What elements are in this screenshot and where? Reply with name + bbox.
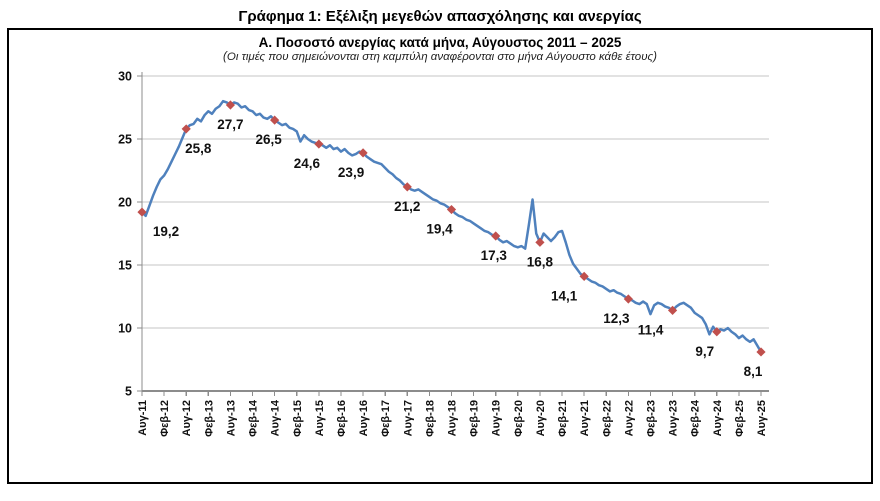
data-point-marker (270, 115, 280, 125)
data-point-label: 9,7 (695, 344, 714, 359)
x-axis-label: Αυγ-25 (756, 400, 768, 436)
data-point-marker (225, 100, 236, 110)
x-axis-label: Φεβ-13 (203, 400, 215, 437)
data-point-label: 27,7 (217, 117, 243, 132)
data-point-label: 24,6 (294, 156, 321, 171)
x-axis-label: Αυγ-20 (535, 400, 547, 436)
x-axis-label: Φεβ-21 (557, 400, 569, 437)
x-axis-label: Αυγ-23 (668, 400, 680, 436)
data-point-label: 14,1 (551, 288, 578, 303)
x-axis-label: Αυγ-14 (270, 399, 282, 436)
data-point-marker (402, 182, 412, 192)
x-axis-label: Αυγ-21 (579, 400, 591, 436)
data-point-label: 17,3 (481, 248, 508, 263)
x-axis-label: Αυγ-18 (447, 400, 459, 436)
x-axis-label: Αυγ-11 (137, 400, 149, 436)
chart-panel: Α. Ποσοστό ανεργίας κατά μήνα, Αύγουστος… (7, 28, 873, 484)
data-point-label: 19,2 (153, 224, 179, 239)
data-point-marker (756, 347, 766, 357)
data-point-marker (535, 237, 545, 247)
data-point-label: 8,1 (744, 364, 763, 379)
chart-title: Α. Ποσοστό ανεργίας κατά μήνα, Αύγουστος… (258, 35, 622, 50)
x-axis-label: Αυγ-12 (181, 400, 193, 436)
data-point-marker (667, 305, 678, 315)
data-point-marker (446, 204, 457, 215)
x-axis-label: Φεβ-17 (380, 400, 392, 437)
x-axis-label: Φεβ-19 (469, 400, 481, 437)
y-axis-label: 15 (118, 259, 132, 273)
data-point-marker (712, 327, 722, 337)
x-axis-label: Αυγ-22 (623, 400, 635, 436)
x-axis-label: Αυγ-19 (491, 400, 503, 436)
data-point-label: 23,9 (338, 165, 364, 180)
x-axis-label: Αυγ-13 (225, 400, 237, 436)
x-axis-label: Φεβ-18 (424, 400, 436, 437)
x-axis-label: Αυγ-24 (712, 399, 724, 436)
x-axis-label: Αυγ-15 (314, 400, 326, 436)
y-axis-label: 10 (118, 322, 132, 336)
data-point-label: 16,8 (527, 254, 554, 269)
y-axis-label: 30 (118, 70, 132, 84)
x-axis-label: Φεβ-12 (159, 400, 171, 437)
chart-subtitle: (Οι τιμές που σημειώνονται στη καμπύλη α… (223, 51, 657, 63)
unemployment-line-chart: 5 10 15 20 25 30 Αυγ-11 Φεβ-12 Αυγ-12 Φεβ-13 Αυγ-1… (118, 70, 769, 437)
y-axis-label: 5 (125, 385, 132, 399)
page-title: Γράφημα 1: Εξέλιξη μεγεθών απασχόλησης κ… (238, 8, 642, 25)
x-axis-label: Φεβ-14 (248, 399, 260, 437)
data-point-label: 21,2 (394, 199, 420, 214)
x-axis-label: Φεβ-20 (513, 400, 525, 437)
data-point-label: 12,3 (603, 311, 630, 326)
data-point-marker (491, 231, 501, 241)
data-point-label: 25,8 (185, 141, 212, 156)
x-axis-label: Αυγ-16 (358, 400, 370, 436)
x-axis-label: Αυγ-17 (402, 400, 414, 436)
data-point-marker (314, 139, 324, 149)
data-point-marker (137, 207, 147, 217)
x-axis-label: Φεβ-22 (601, 400, 613, 437)
data-point-label: 26,5 (256, 132, 283, 147)
data-point-marker (181, 124, 191, 134)
y-axis-label: 20 (118, 196, 132, 210)
data-point-label: 11,4 (638, 322, 664, 337)
x-axis-label: Φεβ-16 (336, 400, 348, 437)
x-axis-label: Φεβ-24 (690, 399, 702, 437)
data-point-label: 19,4 (426, 222, 453, 237)
x-axis-label: Φεβ-25 (734, 400, 746, 437)
y-axis-label: 25 (118, 133, 132, 147)
x-axis-label: Φεβ-23 (645, 400, 657, 437)
x-axis-label: Φεβ-15 (292, 400, 304, 437)
